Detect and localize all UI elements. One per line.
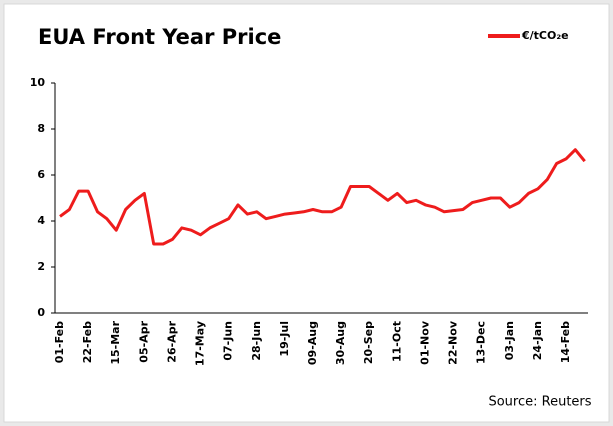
x-tick-label: 22-Feb	[81, 321, 94, 363]
x-tick-label: 28-Jun	[250, 321, 263, 361]
y-tick-label: 4	[37, 214, 45, 227]
x-tick-label: 20-Sep	[362, 321, 375, 364]
x-tick-label: 15-Mar	[109, 320, 122, 364]
y-tick-label: 6	[37, 168, 45, 181]
x-tick-label: 01-Feb	[53, 321, 66, 363]
series-line	[59, 148, 586, 246]
y-tick-label: 10	[30, 76, 46, 89]
y-tick-label: 2	[37, 260, 45, 273]
x-tick-label: 13-Dec	[475, 321, 488, 364]
source: Source: Reuters	[488, 395, 591, 410]
x-tick-label: 26-Apr	[165, 320, 178, 362]
x-tick-label: 01-Nov	[418, 320, 431, 365]
x-tick-label: 24-Jan	[531, 321, 544, 360]
x-tick-label: 19-Jul	[278, 321, 291, 357]
y-tick-label: 8	[37, 122, 45, 135]
x-tick-label: 30-Aug	[334, 321, 347, 365]
x-tick-label: 07-Jun	[222, 321, 235, 361]
x-tick-label: 11-Oct	[390, 321, 403, 362]
x-tick-label: 17-May	[194, 321, 207, 366]
x-tick-label: 05-Apr	[137, 320, 150, 362]
x-tick-label: 03-Jan	[503, 321, 516, 360]
x-tick-label: 22-Nov	[447, 320, 460, 365]
x-tick-label: 14-Feb	[559, 321, 572, 363]
chart-title: EUA Front Year Price	[38, 25, 281, 49]
x-tick-label: 09-Aug	[306, 321, 319, 365]
legend-label: €/tCO₂e	[521, 29, 569, 42]
y-tick-label: 0	[37, 306, 45, 319]
panel	[3, 3, 610, 423]
